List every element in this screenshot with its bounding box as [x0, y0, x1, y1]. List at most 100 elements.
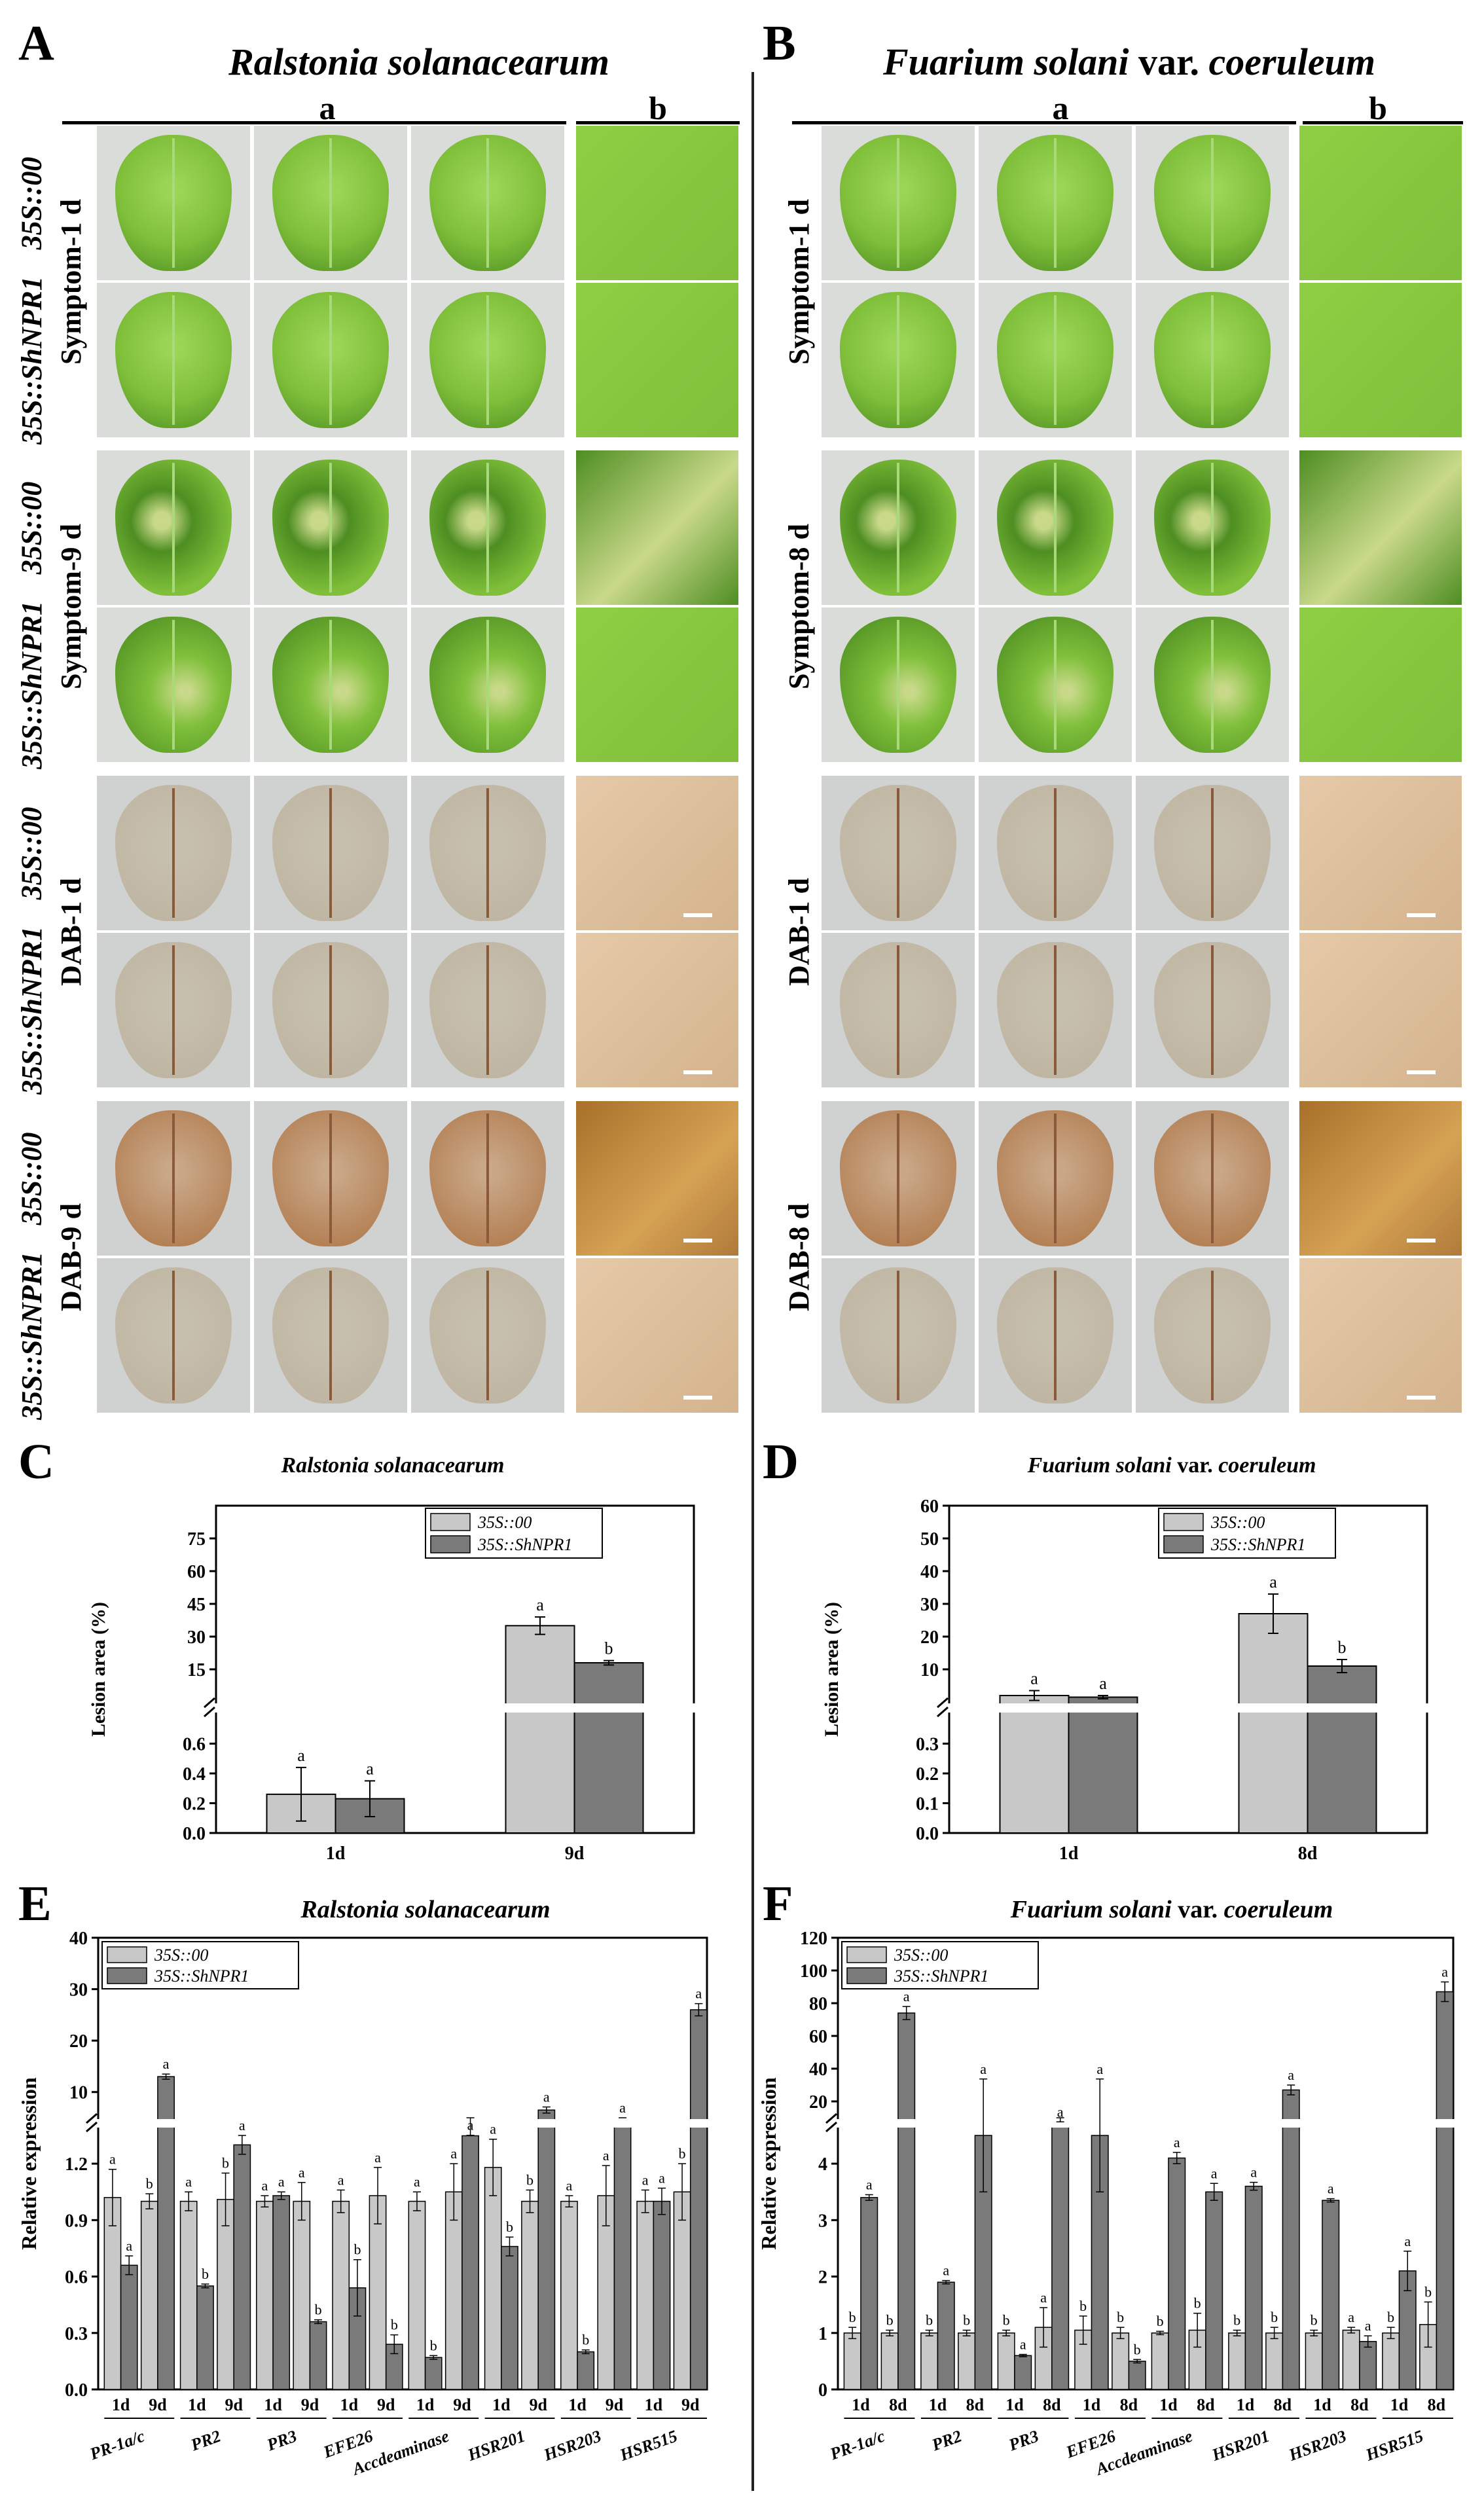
dab-stained-leaf-image: [97, 1258, 250, 1413]
scale-bar: [683, 1396, 712, 1400]
bar-HSR515-8d-overexp: [1436, 1991, 1454, 2390]
error-bar: [390, 2334, 399, 2355]
significance-letter: a: [490, 2121, 496, 2137]
significance-letter: b: [1134, 2341, 1141, 2357]
error-bar: [505, 2236, 514, 2257]
dab-stain-closeup-image: [1299, 776, 1462, 930]
gene-label: HSR515: [1363, 2426, 1426, 2465]
significance-letter: a: [619, 2099, 626, 2116]
leaf-symptom-image: [97, 283, 250, 437]
error-bar: [1403, 2251, 1412, 2291]
leaf-symptom-image: [822, 283, 975, 437]
timepoint-label: 9d: [301, 2395, 319, 2414]
y-axis-label: Relative expression: [757, 2077, 780, 2250]
significance-letter: b: [605, 1639, 613, 1658]
y-tick-label: 120: [800, 1929, 827, 1949]
timepoint-label: 8d: [1120, 2395, 1138, 2414]
error-bar: [1019, 2353, 1027, 2357]
x-tick-label: 1d: [326, 1843, 346, 1864]
row-group-label: DAB-9 d: [54, 1203, 87, 1311]
error-bar: [1133, 2359, 1142, 2364]
timepoint-label: 1d: [264, 2395, 282, 2414]
bar-PR2-8d-control: [958, 2332, 976, 2390]
bar-PR1ac-8d-control: [880, 2332, 899, 2390]
gene-label: PR3: [264, 2426, 299, 2454]
error-bar: [695, 2003, 703, 2017]
significance-letter: a: [1250, 2164, 1257, 2181]
error-bar: [641, 2189, 649, 2213]
bar-HSR201-1d-control: [484, 2167, 502, 2390]
gene-label: HSR203: [541, 2426, 604, 2465]
y-tick-label: 0.6: [65, 2268, 88, 2288]
dab-stained-leaf-image: [1136, 1258, 1289, 1413]
significance-letter: a: [903, 1988, 910, 2005]
significance-letter: a: [943, 2262, 949, 2279]
timepoint-label: 8d: [966, 2395, 985, 2414]
leaf-closeup-image: [1299, 283, 1462, 437]
y-tick-label: 75: [187, 1529, 206, 1550]
bar-PR1ac-1d-overexp: [860, 2197, 878, 2390]
bar-35SShNPR1-1d: [1068, 1696, 1138, 1834]
legend-swatch: [846, 1946, 887, 1963]
dab-stain-closeup-image: [1299, 1101, 1462, 1256]
leaf-symptom-image: [979, 450, 1132, 605]
error-bar: [565, 2195, 573, 2207]
column-header-a-right: a: [1052, 90, 1069, 126]
dab-stained-leaf-image: [822, 933, 975, 1087]
error-bar: [604, 1660, 614, 1666]
timepoint-label: 9d: [149, 2395, 167, 2414]
y-tick-label: 50: [920, 1529, 939, 1550]
error-bar: [466, 2117, 475, 2136]
significance-letter: a: [338, 2171, 344, 2188]
bar-PR3-8d-overexp: [1051, 2124, 1070, 2390]
gene-label: PR-1a/c: [827, 2426, 888, 2463]
significance-letter: b: [1003, 2312, 1010, 2328]
y-axis-label: Lesion area (%): [88, 1602, 109, 1737]
panel-label-D: D: [763, 1434, 799, 1489]
axis-break: [89, 2119, 711, 2128]
dab-stained-leaf-image: [97, 933, 250, 1087]
leaf-symptom-image: [822, 608, 975, 762]
significance-letter: b: [222, 2154, 229, 2171]
y-tick-label: 0.3: [65, 2324, 88, 2344]
timepoint-label: 1d: [188, 2395, 206, 2414]
leaf-closeup-image: [1299, 126, 1462, 280]
dab-stained-leaf-image: [411, 933, 564, 1087]
genotype-label-overexpression: 35S::ShNPR1: [15, 926, 48, 1095]
error-bar: [657, 2187, 666, 2215]
bar-break: [1068, 1703, 1138, 1713]
error-bar: [221, 2172, 230, 2226]
error-bar: [678, 2163, 687, 2221]
leaf-symptom-image: [822, 450, 975, 605]
x-tick-label: 9d: [565, 1843, 585, 1864]
gene-label: HSR515: [617, 2426, 679, 2465]
timepoint-label: 1d: [645, 2395, 663, 2414]
leaf-symptom-image: [97, 126, 250, 280]
dab-stained-leaf-image: [411, 1101, 564, 1256]
bar-Accdeaminase-1d-control: [1151, 2332, 1169, 2390]
error-bar: [1424, 2301, 1432, 2348]
timepoint-label: 8d: [1197, 2395, 1215, 2414]
timepoint-label: 9d: [453, 2395, 471, 2414]
panel-C-title: Ralstonia solanacearum: [281, 1453, 505, 1478]
leaf-closeup-image: [576, 608, 738, 762]
dab-stained-leaf-image: [822, 1258, 975, 1413]
bar-35SShNPR1-8d: [1307, 1665, 1377, 1834]
bar-PR2-1d-overexp: [937, 2281, 955, 2390]
legend-label: 35S::00: [1210, 1513, 1265, 1532]
significance-letter: a: [659, 2169, 665, 2186]
bar-Accdeaminase-1d-control: [408, 2200, 426, 2390]
error-bar: [1310, 2329, 1318, 2336]
timepoint-label: 9d: [377, 2395, 395, 2414]
bar-EFE26-1d-control: [332, 2200, 350, 2390]
y-tick-label: 60: [809, 2027, 827, 2047]
bar-break: [156, 2119, 175, 2128]
error-bar: [1250, 2181, 1258, 2191]
bar-Accdeaminase-1d-overexp: [424, 2357, 443, 2390]
error-bar: [297, 2182, 306, 2221]
leaf-symptom-image: [1136, 283, 1289, 437]
timepoint-label: 9d: [225, 2395, 243, 2414]
bar-Accdeaminase-9d-control: [444, 2191, 463, 2390]
scale-bar: [1407, 913, 1436, 917]
genotype-label-control: 35S::00: [15, 1132, 48, 1225]
